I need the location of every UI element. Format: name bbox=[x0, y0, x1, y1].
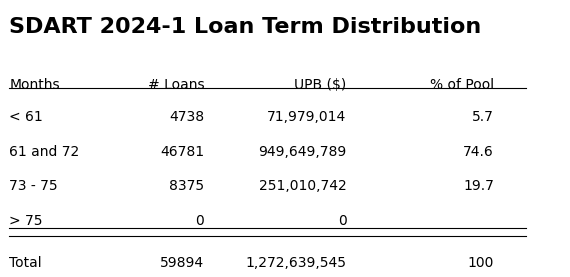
Text: UPB ($): UPB ($) bbox=[294, 78, 347, 93]
Text: > 75: > 75 bbox=[10, 214, 43, 228]
Text: % of Pool: % of Pool bbox=[430, 78, 494, 93]
Text: < 61: < 61 bbox=[10, 110, 43, 124]
Text: 59894: 59894 bbox=[160, 256, 204, 270]
Text: 19.7: 19.7 bbox=[463, 179, 494, 193]
Text: Total: Total bbox=[10, 256, 42, 270]
Text: 8375: 8375 bbox=[169, 179, 204, 193]
Text: 5.7: 5.7 bbox=[472, 110, 494, 124]
Text: 73 - 75: 73 - 75 bbox=[10, 179, 58, 193]
Text: 71,979,014: 71,979,014 bbox=[267, 110, 347, 124]
Text: 61 and 72: 61 and 72 bbox=[10, 145, 80, 159]
Text: 1,272,639,545: 1,272,639,545 bbox=[246, 256, 347, 270]
Text: 4738: 4738 bbox=[169, 110, 204, 124]
Text: 46781: 46781 bbox=[160, 145, 204, 159]
Text: 100: 100 bbox=[467, 256, 494, 270]
Text: 0: 0 bbox=[338, 214, 347, 228]
Text: # Loans: # Loans bbox=[148, 78, 204, 93]
Text: 251,010,742: 251,010,742 bbox=[259, 179, 347, 193]
Text: 0: 0 bbox=[196, 214, 204, 228]
Text: Months: Months bbox=[10, 78, 60, 93]
Text: SDART 2024-1 Loan Term Distribution: SDART 2024-1 Loan Term Distribution bbox=[10, 17, 482, 37]
Text: 74.6: 74.6 bbox=[463, 145, 494, 159]
Text: 949,649,789: 949,649,789 bbox=[258, 145, 347, 159]
